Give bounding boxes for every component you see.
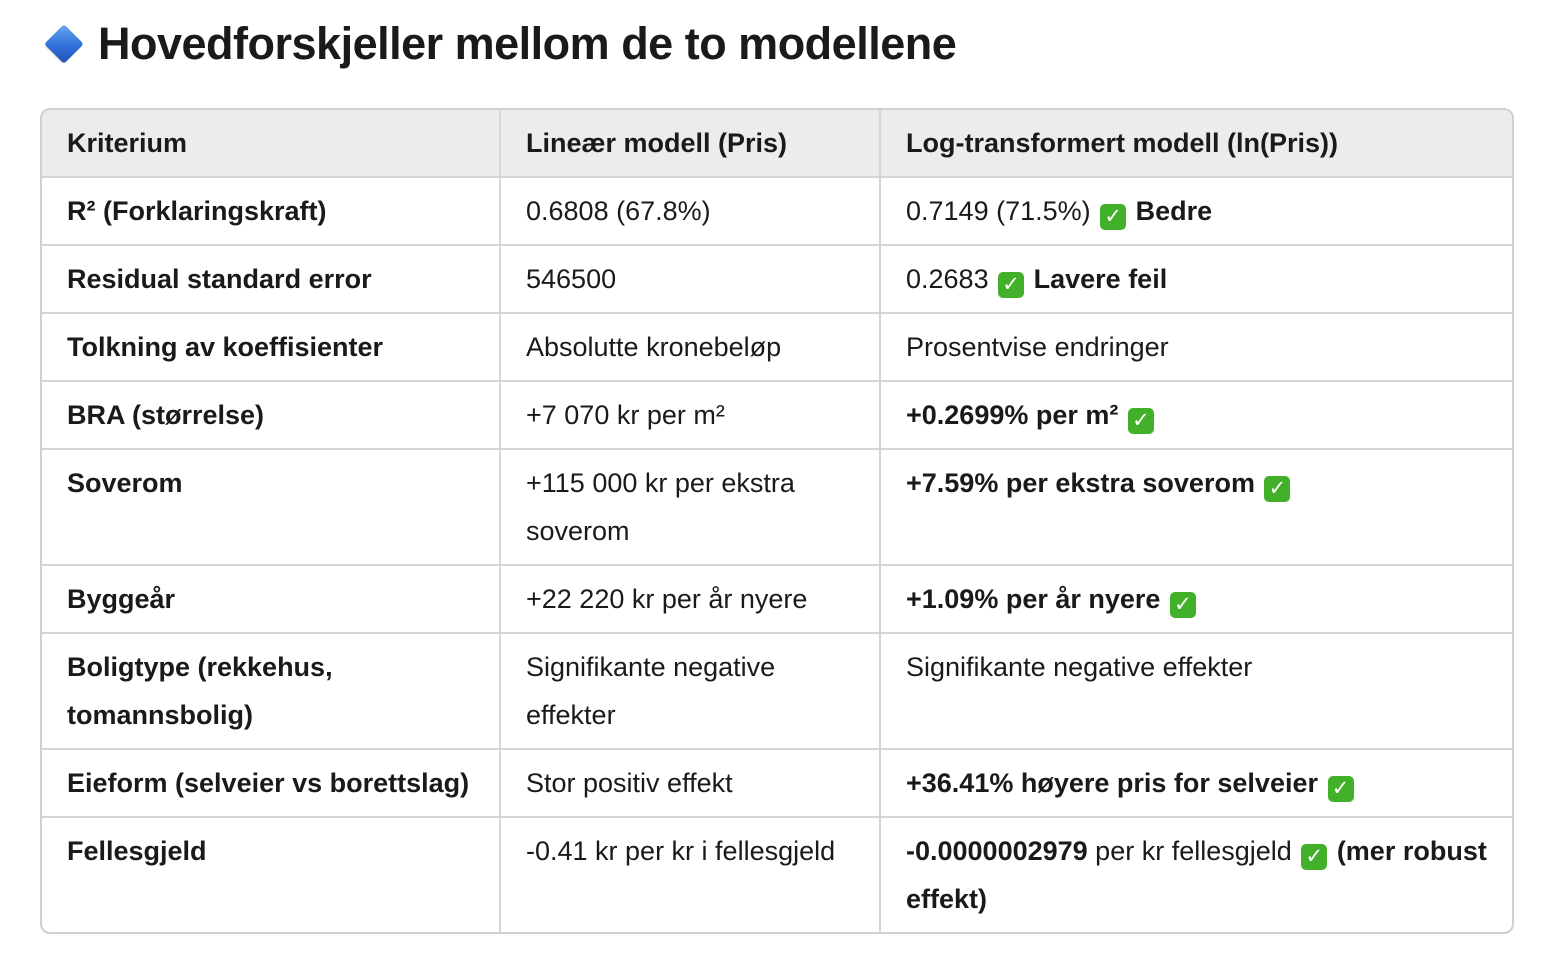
criterion-cell: BRA (størrelse): [42, 381, 501, 450]
criterion-cell: Boligtype (rekkehus, tomannsbolig): [42, 633, 501, 750]
linear-cell: Stor positiv effekt: [500, 749, 881, 818]
table-row: Tolkning av koeffisienter Absolutte kron…: [42, 313, 1512, 382]
log-cell: Prosentvise endringer: [880, 313, 1512, 382]
header-log-model: Log-transformert modell (ln(Pris)): [880, 110, 1512, 178]
criterion-cell: Byggeår: [42, 565, 501, 634]
linear-cell: 0.6808 (67.8%): [500, 177, 881, 246]
log-cell: Signifikante negative effekter: [880, 633, 1512, 750]
log-cell: 0.7149 (71.5%) ✓ Bedre: [880, 177, 1512, 246]
check-mark-icon: ✓: [1127, 408, 1154, 434]
table-row: Byggeår +22 220 kr per år nyere +1.09% p…: [42, 565, 1512, 634]
log-value: 0.2683: [906, 264, 989, 294]
table-row: Fellesgjeld -0.41 kr per kr i fellesgjel…: [42, 817, 1512, 932]
log-cell: 0.2683 ✓ Lavere feil: [880, 245, 1512, 314]
log-cell: +36.41% høyere pris for selveier ✓: [880, 749, 1512, 818]
check-mark-icon: ✓: [1301, 844, 1328, 870]
linear-cell: +22 220 kr per år nyere: [500, 565, 881, 634]
comparison-table: Kriterium Lineær modell (Pris) Log-trans…: [40, 108, 1514, 934]
check-mark-icon: ✓: [1100, 204, 1127, 230]
log-cell: +7.59% per ekstra soverom ✓: [880, 449, 1512, 566]
criterion-cell: Tolkning av koeffisienter: [42, 313, 501, 382]
linear-cell: 546500: [500, 245, 881, 314]
page-title: Hovedforskjeller mellom de to modellene: [98, 18, 957, 69]
linear-cell: +7 070 kr per m²: [500, 381, 881, 450]
check-mark-icon: ✓: [1264, 476, 1291, 502]
linear-cell: Absolutte kronebeløp: [500, 313, 881, 382]
log-cell: +0.2699% per m² ✓: [880, 381, 1512, 450]
log-cell: +1.09% per år nyere ✓: [880, 565, 1512, 634]
header-criterion: Kriterium: [42, 110, 501, 178]
log-note: (mer robust effekt): [906, 836, 1487, 914]
log-note: Lavere feil: [1033, 264, 1168, 294]
linear-cell: +115 000 kr per ekstra soverom: [500, 449, 881, 566]
criterion-cell: R² (Forklaringskraft): [42, 177, 501, 246]
table-row: Residual standard error 546500 0.2683 ✓ …: [42, 245, 1512, 314]
header-linear-model: Lineær modell (Pris): [500, 110, 881, 178]
log-value: 0.7149 (71.5%): [906, 196, 1091, 226]
table-row: BRA (størrelse) +7 070 kr per m² +0.2699…: [42, 381, 1512, 450]
table-row: Eieform (selveier vs borettslag) Stor po…: [42, 749, 1512, 818]
criterion-cell: Eieform (selveier vs borettslag): [42, 749, 501, 818]
log-value: +7.59% per ekstra soverom: [906, 468, 1255, 498]
criterion-cell: Residual standard error: [42, 245, 501, 314]
check-mark-icon: ✓: [998, 272, 1025, 298]
log-value: +1.09% per år nyere: [906, 584, 1161, 614]
table-row: R² (Forklaringskraft) 0.6808 (67.8%) 0.7…: [42, 177, 1512, 246]
log-value: +0.2699% per m²: [906, 400, 1119, 430]
log-value-suffix: per kr fellesgjeld: [1087, 836, 1292, 866]
blue-diamond-icon: [44, 24, 84, 64]
table-row: Soverom +115 000 kr per ekstra soverom +…: [42, 449, 1512, 566]
check-mark-icon: ✓: [1327, 776, 1354, 802]
linear-cell: Signifikante negative effekter: [500, 633, 881, 750]
table-header-row: Kriterium Lineær modell (Pris) Log-trans…: [42, 110, 1512, 178]
criterion-cell: Fellesgjeld: [42, 817, 501, 932]
log-note: Bedre: [1135, 196, 1213, 226]
log-value: -0.0000002979: [906, 836, 1088, 866]
log-value: +36.41% høyere pris for selveier: [906, 768, 1318, 798]
linear-cell: -0.41 kr per kr i fellesgjeld: [500, 817, 881, 932]
check-mark-icon: ✓: [1169, 592, 1196, 618]
table-row: Boligtype (rekkehus, tomannsbolig) Signi…: [42, 633, 1512, 750]
log-cell: -0.0000002979 per kr fellesgjeld ✓ (mer …: [880, 817, 1512, 932]
criterion-cell: Soverom: [42, 449, 501, 566]
page-heading: Hovedforskjeller mellom de to modellene: [44, 18, 957, 70]
